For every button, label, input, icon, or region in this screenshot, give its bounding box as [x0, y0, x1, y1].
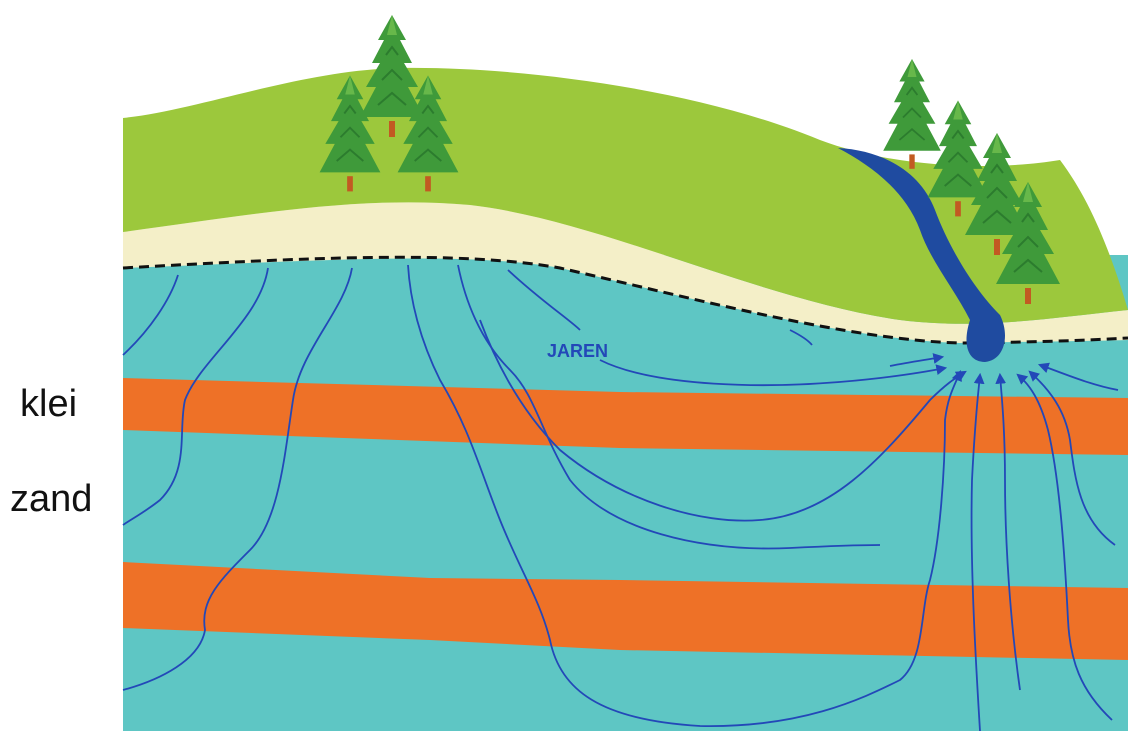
sand-layer-label: zand — [10, 478, 93, 520]
hill-surface — [123, 67, 1128, 324]
flow-line — [1028, 370, 1116, 546]
flow-line — [789, 329, 813, 346]
flow-line — [407, 264, 962, 727]
flow-lines — [122, 264, 1119, 731]
water-table-line — [122, 255, 1128, 345]
flow-line — [995, 372, 1021, 691]
flow-line — [507, 269, 581, 331]
flow-line — [970, 372, 985, 731]
stream — [838, 148, 1005, 362]
tree-icon — [882, 58, 942, 170]
flow-line — [122, 267, 269, 526]
flow-line — [122, 267, 353, 691]
flow-line — [122, 274, 179, 356]
clay-layer-label: klei — [20, 383, 78, 425]
unsaturated-sand-layer — [123, 202, 1128, 343]
clay-layer-upper — [123, 378, 1128, 455]
flow-line — [599, 359, 948, 387]
flow-line — [1016, 373, 1113, 721]
flow-line — [1037, 362, 1119, 391]
flow-line — [889, 353, 945, 367]
clay-layer-lower — [123, 562, 1128, 660]
flow-line — [479, 319, 967, 522]
flow-time-label: JAREN — [547, 341, 608, 361]
